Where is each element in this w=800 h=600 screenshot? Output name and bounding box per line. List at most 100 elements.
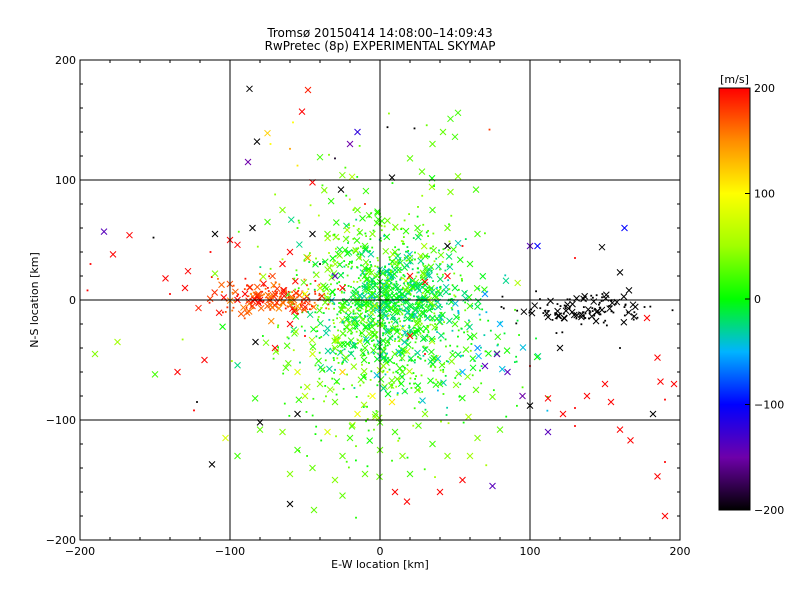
data-point-dot <box>358 309 360 312</box>
data-point-cross <box>504 368 511 376</box>
data-point-cross <box>184 267 192 275</box>
data-point-cross <box>286 500 294 508</box>
data-point-dot <box>306 284 308 287</box>
data-point-dot <box>414 251 416 254</box>
data-point-dot <box>530 308 533 311</box>
data-point-dot <box>487 319 490 322</box>
x-tick-label: 200 <box>670 545 691 558</box>
data-point-cross <box>388 377 396 384</box>
data-point-dot <box>568 307 571 310</box>
data-point-dot <box>535 290 537 293</box>
data-point-dot <box>322 290 325 293</box>
data-point-dot <box>410 387 413 389</box>
data-point-dot <box>407 284 410 286</box>
data-point-cross <box>114 338 121 346</box>
data-point-dot <box>411 268 414 271</box>
data-point-cross <box>466 302 474 310</box>
data-point-dot <box>367 395 370 398</box>
data-point-cross <box>403 284 411 291</box>
data-point-dot <box>447 248 450 251</box>
data-point-cross <box>211 289 219 296</box>
data-point-dot <box>409 331 412 334</box>
data-point-dot <box>439 314 441 317</box>
data-point-cross <box>249 224 256 232</box>
data-point-dot <box>382 370 385 373</box>
data-point-dot <box>397 305 400 307</box>
data-point-dot <box>383 324 386 327</box>
data-point-cross <box>373 371 381 379</box>
data-point-dot <box>375 410 378 412</box>
data-point-dot <box>451 329 454 332</box>
data-point-dot <box>636 316 639 319</box>
data-point-dot <box>470 343 473 345</box>
data-point-dot <box>245 306 248 309</box>
data-point-dot <box>379 314 382 317</box>
data-point-cross <box>620 318 628 326</box>
data-point-dot <box>364 203 366 205</box>
data-point-dot <box>340 290 343 293</box>
data-point-dot <box>393 302 395 305</box>
data-point-dot <box>394 304 397 307</box>
data-point-dot <box>385 325 387 328</box>
data-point-cross <box>275 305 283 312</box>
data-point-dot <box>551 319 554 321</box>
data-point-dot <box>368 325 371 328</box>
data-point-dot <box>360 322 363 325</box>
colorbar-tick-label: −100 <box>754 399 784 412</box>
data-point-dot <box>367 351 369 354</box>
data-point-dot <box>371 280 374 283</box>
data-point-dot <box>268 275 271 278</box>
data-point-dot <box>390 316 393 319</box>
data-point-dot <box>297 290 299 293</box>
data-point-cross <box>583 392 591 400</box>
data-point-cross <box>262 339 270 347</box>
data-point-dot <box>336 282 339 285</box>
data-point-cross <box>218 281 225 289</box>
data-point-dot <box>312 397 315 400</box>
data-point-cross <box>519 392 526 400</box>
data-point-cross <box>324 266 331 273</box>
data-point-dot <box>358 286 361 288</box>
data-point-dot <box>448 240 451 243</box>
data-point-cross <box>292 328 300 335</box>
data-point-dot <box>460 278 463 280</box>
data-point-cross <box>380 348 387 355</box>
data-point-cross <box>555 312 563 320</box>
data-point-cross <box>355 254 363 261</box>
data-point-dot <box>363 354 365 357</box>
data-point-dot <box>266 286 269 289</box>
data-point-dot <box>357 277 360 280</box>
data-point-dot <box>400 228 403 231</box>
data-point-cross <box>343 226 351 234</box>
data-point-dot <box>392 287 394 290</box>
data-point-cross <box>253 138 261 145</box>
data-point-dot <box>372 229 375 232</box>
data-point-cross <box>661 512 669 520</box>
data-point-cross <box>475 352 482 360</box>
data-point-cross <box>339 452 346 460</box>
data-point-cross <box>373 219 381 227</box>
data-point-dot <box>343 328 346 330</box>
data-point-dot <box>363 268 366 271</box>
data-point-dot <box>427 326 429 329</box>
data-point-dot <box>411 347 414 350</box>
data-point-cross <box>406 367 413 375</box>
data-point-dot <box>315 326 318 328</box>
data-point-dot <box>313 301 316 304</box>
data-point-cross <box>301 290 309 298</box>
data-point-dot <box>428 286 431 289</box>
data-point-cross <box>387 304 395 311</box>
data-point-dot <box>366 405 368 408</box>
data-point-dot <box>546 396 549 398</box>
data-point-dot <box>331 302 334 305</box>
data-point-dot <box>436 286 439 289</box>
data-point-dot <box>425 231 428 234</box>
data-point-cross <box>359 214 366 222</box>
data-point-cross <box>333 378 341 385</box>
data-point-cross <box>531 302 539 309</box>
data-point-dot <box>332 234 335 237</box>
data-point-dot <box>317 316 320 318</box>
data-point-dot <box>368 327 371 329</box>
data-point-cross <box>362 336 370 343</box>
data-point-dot <box>396 371 399 374</box>
